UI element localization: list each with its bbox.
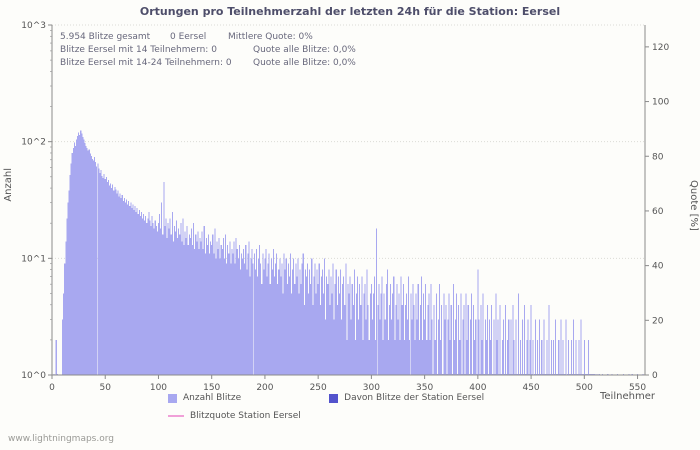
legend-swatch-light-icon (168, 393, 177, 403)
svg-text:20: 20 (652, 316, 664, 326)
chart-legend: Anzahl Blitze Davon Blitze der Station E… (168, 393, 484, 429)
stat-strikes-14: Blitze Eersel mit 14 Teilnehmern: 0 (60, 45, 217, 55)
svg-text:50: 50 (100, 383, 112, 393)
x-axis-label: Teilnehmer (600, 391, 655, 402)
legend-item-blitzquote: Blitzquote Station Eersel (168, 411, 301, 421)
stats-line-3: Blitze Eersel mit 14-24 Teilnehmern: 0 Qu… (60, 57, 356, 70)
svg-text:450: 450 (522, 383, 539, 393)
stat-quote-14: Quote alle Blitze: 0,0% (253, 45, 356, 55)
stats-line-2: Blitze Eersel mit 14 Teilnehmern: 0 Quote… (60, 44, 356, 57)
svg-text:60: 60 (652, 207, 664, 217)
svg-text:120: 120 (652, 43, 669, 53)
legend-swatch-line-icon (168, 415, 184, 417)
svg-text:0: 0 (49, 383, 55, 393)
svg-text:550: 550 (629, 383, 646, 393)
svg-text:10^0: 10^0 (21, 371, 46, 381)
watermark: www.lightningmaps.org (8, 434, 114, 444)
stat-strikes-14-24: Blitze Eersel mit 14-24 Teilnehmern: 0 (60, 58, 232, 68)
svg-text:400: 400 (469, 383, 486, 393)
svg-text:80: 80 (652, 152, 664, 162)
page-title: Ortungen pro Teilnehmerzahl der letzten … (139, 5, 561, 18)
svg-text:0: 0 (652, 371, 658, 381)
svg-text:100: 100 (150, 383, 167, 393)
legend-swatch-dark-icon (329, 393, 339, 403)
svg-text:500: 500 (576, 383, 593, 393)
svg-text:10^3: 10^3 (21, 21, 46, 31)
y-axis-label-left: Anzahl (3, 168, 14, 202)
stat-mean-quote: Mittlere Quote: 0% (228, 32, 313, 42)
legend-label: Blitzquote Station Eersel (190, 411, 301, 421)
stat-station-strikes: 0 Eersel (170, 32, 207, 42)
legend-label: Davon Blitze der Station Eersel (344, 393, 485, 403)
svg-text:100: 100 (652, 98, 669, 108)
bars-anzahl-blitze (53, 130, 644, 375)
stats-line-1: 5.954 Blitze gesamt 0 Eersel Mittlere Quot… (60, 31, 356, 44)
legend-label: Anzahl Blitze (183, 393, 242, 403)
svg-text:200: 200 (256, 383, 273, 393)
legend-item-station-blitze: Davon Blitze der Station Eersel (329, 393, 484, 403)
svg-text:250: 250 (310, 383, 327, 393)
legend-row-1: Anzahl Blitze Davon Blitze der Station E… (168, 393, 484, 403)
svg-text:10^1: 10^1 (21, 254, 46, 264)
legend-row-2: Blitzquote Station Eersel (168, 411, 484, 421)
svg-text:350: 350 (416, 383, 433, 393)
svg-text:300: 300 (363, 383, 380, 393)
stat-total-strikes: 5.954 Blitze gesamt (60, 32, 151, 42)
y-axis-label-right: Quote [%] (688, 180, 699, 231)
svg-text:150: 150 (203, 383, 220, 393)
stat-quote-14-24: Quote alle Blitze: 0,0% (253, 58, 356, 68)
legend-item-anzahl-blitze: Anzahl Blitze (168, 393, 241, 403)
svg-text:40: 40 (652, 262, 664, 272)
chart-stats: 5.954 Blitze gesamt 0 Eersel Mittlere Quot… (60, 31, 356, 70)
svg-text:10^2: 10^2 (21, 138, 46, 148)
